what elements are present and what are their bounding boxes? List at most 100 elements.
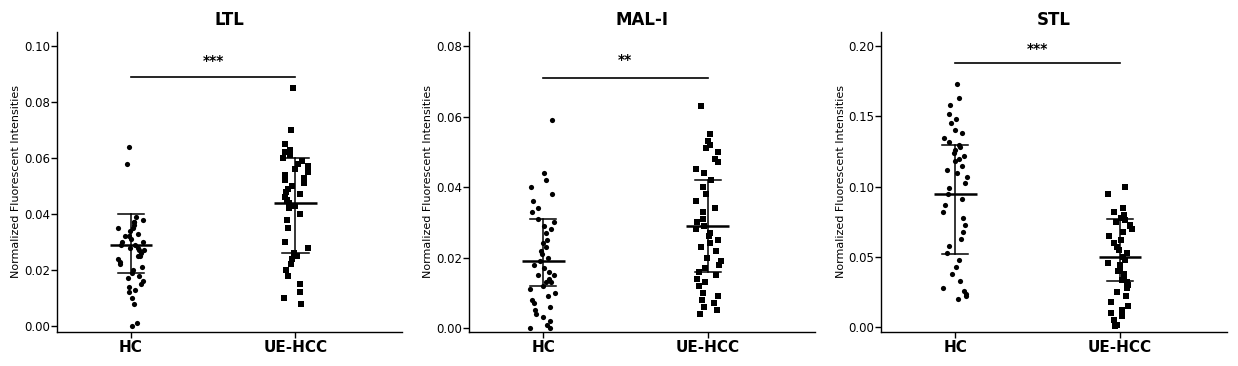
Point [1101, 299, 1120, 305]
Title: LTL: LTL [214, 11, 245, 29]
Point [295, 175, 314, 180]
Point [536, 177, 556, 183]
Point [298, 169, 318, 175]
Point [282, 183, 302, 189]
Point [279, 200, 298, 206]
Point [298, 164, 318, 169]
Point [279, 273, 298, 279]
Point [702, 177, 722, 183]
Point [537, 322, 557, 328]
Point [540, 318, 560, 324]
Point [276, 197, 296, 203]
Point [119, 290, 139, 295]
Point [541, 227, 561, 232]
Point [537, 255, 557, 261]
Point [697, 255, 717, 261]
Point [522, 297, 542, 303]
Point [688, 269, 708, 274]
Point [708, 160, 728, 165]
Point [701, 240, 721, 246]
Point [537, 237, 557, 243]
Point [950, 145, 969, 150]
Point [123, 323, 142, 329]
Point [947, 81, 967, 87]
Point [1115, 257, 1135, 263]
Point [132, 264, 152, 270]
Title: MAL-I: MAL-I [615, 11, 669, 29]
Point [687, 219, 707, 225]
Point [698, 138, 718, 144]
Point [696, 145, 716, 151]
Point [276, 189, 296, 195]
Point [1114, 274, 1134, 280]
Point [696, 191, 716, 197]
Point [704, 300, 724, 306]
Point [952, 130, 972, 136]
Point [129, 244, 149, 250]
Point [945, 158, 964, 164]
Point [292, 158, 312, 164]
Point [111, 242, 131, 248]
Point [940, 243, 959, 249]
Point [275, 194, 295, 200]
Point [536, 230, 556, 236]
Point [521, 325, 541, 331]
Point [1118, 250, 1138, 256]
Point [938, 191, 958, 197]
Point [686, 198, 706, 204]
Point [277, 186, 297, 192]
Point [945, 150, 964, 156]
Point [950, 257, 969, 263]
Point [690, 283, 709, 289]
Point [1103, 317, 1123, 323]
Point [535, 170, 555, 176]
Y-axis label: Normalized Fluorescent Intensities: Normalized Fluorescent Intensities [836, 85, 846, 278]
Point [692, 297, 712, 303]
Point [1113, 229, 1133, 235]
Point [1107, 322, 1127, 328]
Point [1122, 226, 1141, 232]
Point [108, 225, 128, 231]
Point [941, 120, 961, 126]
Point [708, 237, 728, 243]
Point [707, 247, 727, 253]
Point [110, 259, 130, 265]
Point [129, 273, 149, 279]
Point [111, 239, 131, 245]
Point [956, 291, 976, 296]
Y-axis label: Normalized Fluorescent Intensities: Normalized Fluorescent Intensities [11, 85, 21, 278]
Y-axis label: Normalized Fluorescent Intensities: Normalized Fluorescent Intensities [423, 85, 433, 278]
Point [534, 283, 553, 289]
Point [937, 250, 957, 256]
Point [134, 247, 154, 253]
Point [119, 144, 139, 150]
Point [525, 307, 545, 313]
Point [1113, 277, 1133, 283]
Point [290, 211, 310, 217]
Point [693, 216, 713, 222]
Point [1114, 271, 1134, 277]
Point [545, 290, 565, 296]
Point [534, 240, 553, 246]
Point [952, 197, 972, 202]
Point [534, 314, 553, 320]
Point [1118, 285, 1138, 291]
Point [1115, 217, 1135, 223]
Point [541, 117, 561, 123]
Point [933, 135, 953, 141]
Point [950, 142, 969, 147]
Point [541, 279, 561, 285]
Point [298, 244, 318, 250]
Point [1113, 205, 1133, 211]
Point [129, 253, 149, 259]
Point [527, 205, 547, 211]
Point [276, 149, 296, 155]
Point [125, 242, 145, 248]
Point [1106, 219, 1125, 225]
Point [121, 236, 141, 242]
Point [539, 276, 558, 281]
Point [132, 239, 152, 245]
Point [695, 265, 714, 271]
Point [945, 128, 964, 134]
Point [281, 127, 301, 133]
